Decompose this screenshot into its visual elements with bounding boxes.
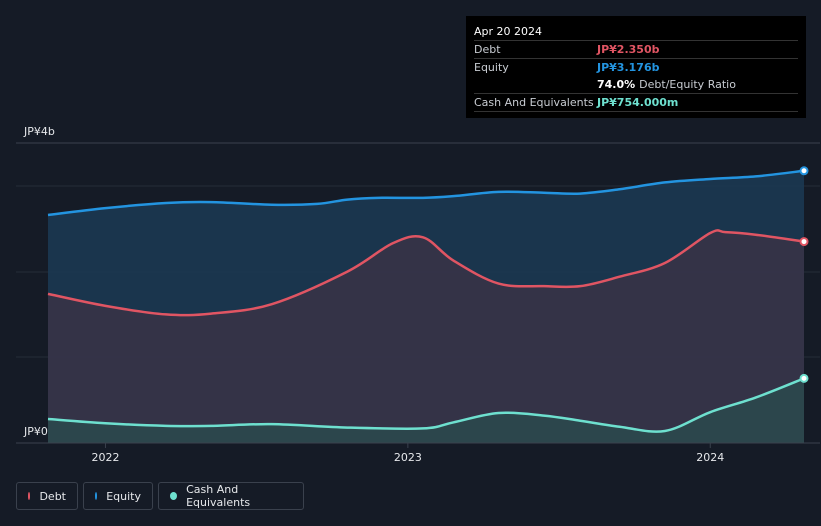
debt-line <box>47 229 805 317</box>
debt-area <box>48 230 804 443</box>
x-tick-labels: 2022 2023 2024 <box>91 443 724 464</box>
series-areas <box>48 170 804 443</box>
tooltip-equity-label: Equity <box>474 61 509 74</box>
equity-end-marker <box>799 166 809 176</box>
legend-equity-label: Equity <box>106 489 141 503</box>
legend-cash-dot <box>170 492 178 500</box>
tooltip-cash-row: Cash And Equivalents JP¥754.000m <box>474 93 798 112</box>
cash-and-equivalents-line <box>47 377 805 433</box>
tooltip-panel: Apr 20 2024 Debt JP¥2.350b Equity JP¥3.1… <box>466 16 806 118</box>
debt-end-marker <box>799 237 809 247</box>
tooltip-cash-label: Cash And Equivalents <box>474 96 594 109</box>
legend-equity-dot <box>95 492 98 500</box>
series-lines <box>47 169 805 433</box>
tooltip-debt-label: Debt <box>474 43 501 56</box>
x-tick-label: 2023 <box>394 451 422 464</box>
legend-item-debt[interactable]: Debt <box>16 482 78 510</box>
legend-debt-label: Debt <box>39 489 66 503</box>
x-tick-label: 2024 <box>696 451 724 464</box>
tooltip-debt-row: Debt JP¥2.350b <box>474 40 798 58</box>
tooltip-ratio-value: 74.0% <box>597 78 636 91</box>
series-end-markers <box>799 166 809 383</box>
legend-item-equity[interactable]: Equity <box>83 482 153 510</box>
y-axis-top-label: JP¥4b <box>23 125 55 138</box>
tooltip-ratio-label: Debt/Equity Ratio <box>639 78 736 91</box>
tooltip-equity-row: Equity JP¥3.176b <box>474 58 798 76</box>
tooltip-date: Apr 20 2024 <box>474 25 543 38</box>
y-axis-bottom-label: JP¥0 <box>23 425 48 438</box>
legend-item-cash[interactable]: Cash And Equivalents <box>158 482 304 510</box>
legend-cash-label: Cash And Equivalents <box>186 483 251 509</box>
tooltip-equity-value: JP¥3.176b <box>597 61 660 74</box>
tooltip-ratio-row: 74.0% Debt/Equity Ratio <box>474 76 798 93</box>
tooltip-cash-value: JP¥754.000m <box>597 96 679 109</box>
tooltip-debt-value: JP¥2.350b <box>597 43 660 56</box>
legend-debt-dot <box>28 492 31 500</box>
equity-line <box>47 169 805 217</box>
x-tick-label: 2022 <box>91 451 119 464</box>
cash-and-equivalents-end-marker <box>799 373 809 383</box>
